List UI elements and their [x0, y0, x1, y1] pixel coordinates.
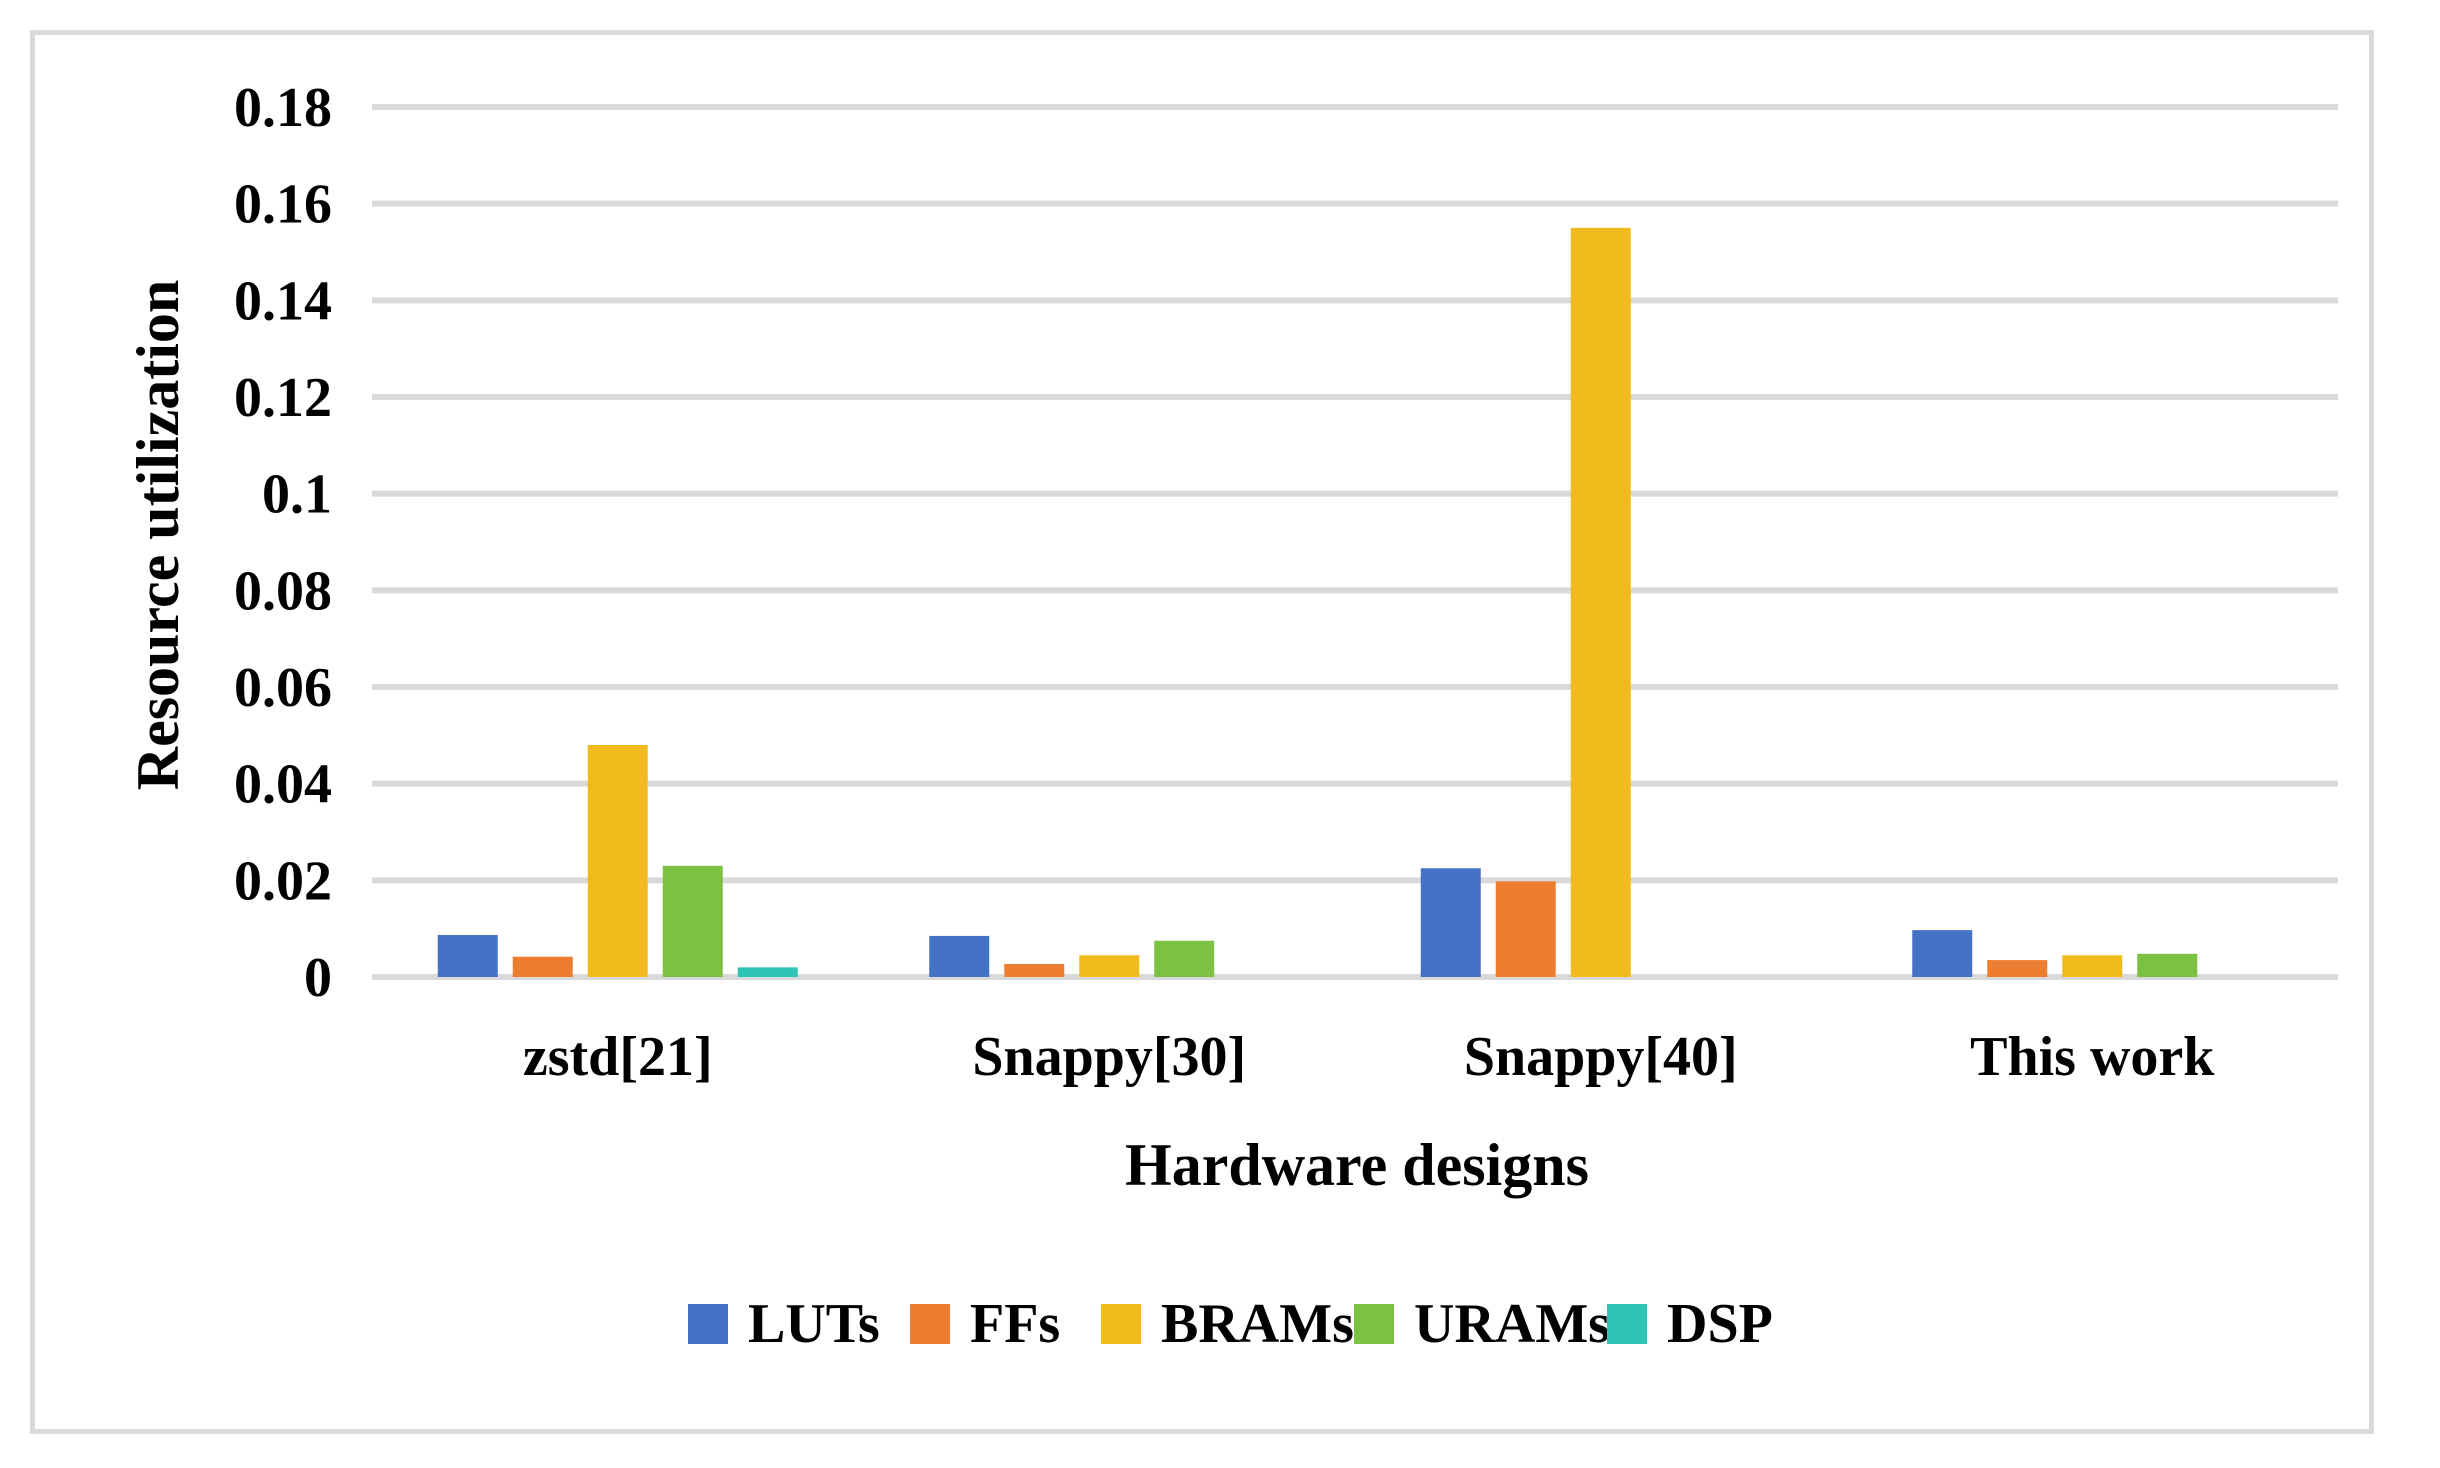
legend-swatch-luts: [688, 1304, 728, 1344]
bar-brams-3: [2062, 955, 2123, 977]
bar-luts-3: [1912, 930, 1973, 977]
legend-label-urams: URAMs: [1414, 1293, 1610, 1355]
legend-label-ffs: FFs: [970, 1293, 1060, 1355]
legend-swatch-ffs: [910, 1304, 950, 1344]
legend-label-luts: LUTs: [748, 1293, 880, 1355]
y-tick-label: 0.16: [234, 174, 332, 236]
y-tick-label: 0.04: [234, 754, 332, 816]
y-axis-ticks: 0 0.02 0.04 0.06 0.08 0.1 0.12 0.14 0.16 0.18: [234, 77, 332, 1009]
x-category-label: zstd[21]: [523, 1026, 713, 1088]
legend: LUTs FFs BRAMs URAMs DSP: [688, 1293, 1773, 1355]
legend-swatch-dsp: [1607, 1304, 1647, 1344]
y-tick-label: 0.02: [234, 850, 332, 912]
bar-ffs-3: [1987, 960, 2048, 977]
bar-luts-1: [929, 935, 990, 977]
bar-luts-2: [1420, 868, 1481, 977]
bar-ffs-1: [1004, 963, 1065, 977]
y-tick-label: 0.18: [234, 77, 332, 139]
x-axis-categories: zstd[21] Snappy[30] Snappy[40] This work: [523, 1026, 2215, 1088]
x-axis-title: Hardware designs: [1125, 1132, 1589, 1198]
bar-ffs-0: [512, 956, 573, 977]
bar-urams-3: [2137, 953, 2198, 977]
y-tick-label: 0: [304, 947, 332, 1009]
bar-ffs-2: [1495, 881, 1556, 977]
legend-swatch-brams: [1101, 1304, 1141, 1344]
bar-brams-1: [1079, 955, 1140, 977]
y-tick-label: 0.1: [262, 464, 332, 526]
bar-urams-0: [662, 865, 723, 977]
bar-urams-1: [1154, 940, 1215, 977]
bar-luts-0: [437, 934, 498, 977]
x-category-label: Snappy[30]: [972, 1026, 1246, 1088]
y-tick-label: 0.06: [234, 657, 332, 719]
y-axis-title: Resource utilization: [125, 280, 191, 791]
bars: [437, 227, 2198, 978]
legend-swatch-urams: [1354, 1304, 1394, 1344]
gridlines: [372, 104, 2338, 980]
bar-dsp-0: [737, 967, 798, 977]
y-tick-label: 0.12: [234, 367, 332, 429]
x-category-label: This work: [1970, 1026, 2215, 1088]
y-tick-label: 0.08: [234, 560, 332, 622]
chart-frame: [30, 30, 2374, 1434]
legend-label-brams: BRAMs: [1161, 1293, 1354, 1355]
y-tick-label: 0.14: [234, 270, 332, 332]
x-category-label: Snappy[40]: [1464, 1026, 1738, 1088]
bar-brams-0: [587, 745, 648, 977]
bar-brams-2: [1570, 227, 1631, 978]
legend-label-dsp: DSP: [1667, 1293, 1773, 1355]
